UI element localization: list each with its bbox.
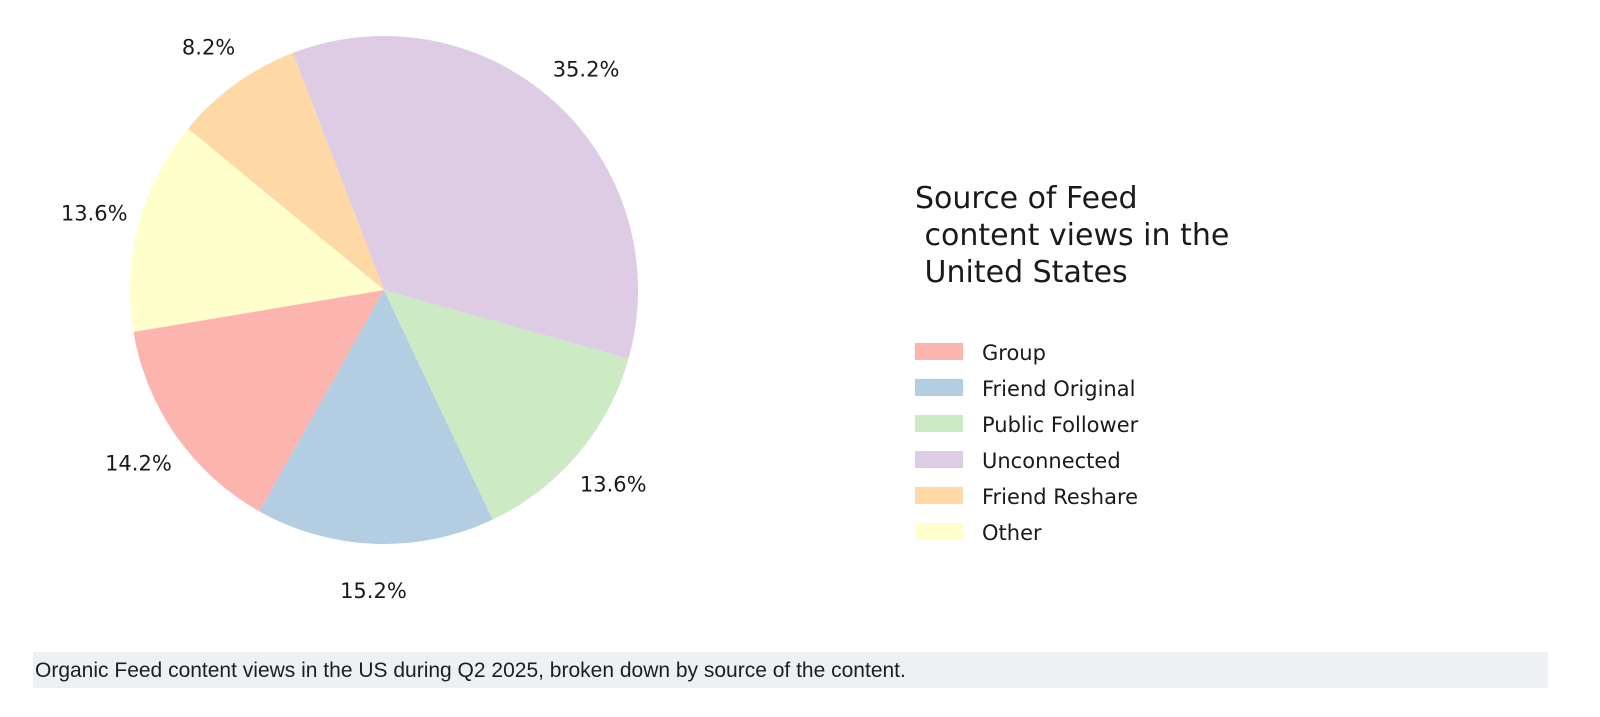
pie-percent-labels: 14.2% 15.2% 13.6% 35.2% 8.2% 13.6% [61,36,647,603]
pie-slices [129,36,638,545]
legend-label: Friend Original [982,377,1135,401]
legend-label: Friend Reshare [982,485,1138,509]
legend-title-line: content views in the [915,218,1229,253]
legend-title: Source of Feed content views in the Unit… [915,181,1229,290]
pie-slice-friend-original [259,290,493,545]
legend-label: Group [982,341,1046,365]
pie-percent-label: 15.2% [340,579,407,603]
figure-caption: Organic Feed content views in the US dur… [33,652,1548,688]
legend-swatch [915,523,963,540]
pie-percent-label: 35.2% [553,57,620,81]
legend-label: Other [982,521,1042,545]
pie-slice-public-follower [384,290,629,520]
pie-slice-other [129,128,384,332]
pie-slice-group [133,290,384,512]
pie-percent-label: 13.6% [61,201,128,225]
legend-label: Public Follower [982,413,1139,437]
legend-swatch [915,451,963,468]
pie-percent-label: 13.6% [580,473,647,497]
legend-title-line: Source of Feed [915,181,1138,216]
legend: Source of Feed content views in the Unit… [915,181,1229,545]
legend-swatch [915,379,963,396]
pie-percent-label: 14.2% [105,451,172,475]
legend-swatch [915,415,963,432]
legend-swatch [915,487,963,504]
pie-percent-label: 8.2% [182,36,235,60]
legend-title-line: United States [915,255,1128,290]
pie-slice-unconnected [292,36,638,359]
legend-label: Unconnected [982,449,1121,473]
pie-slice-friend-reshare [187,52,384,290]
legend-swatch [915,343,963,360]
